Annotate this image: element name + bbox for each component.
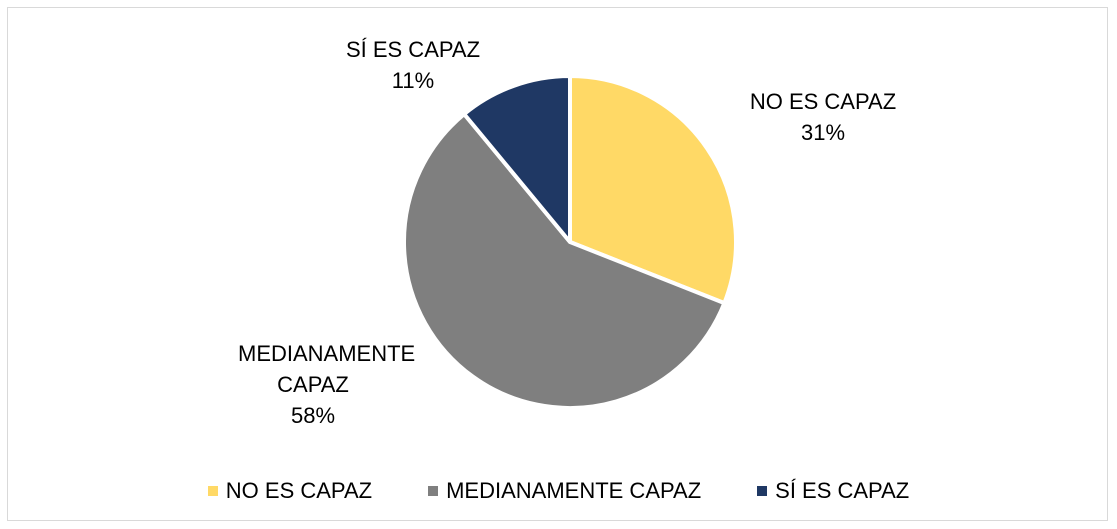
pie-slice [568, 74, 738, 306]
data-label-value: 31% [800, 120, 846, 145]
legend-item: SÍ ES CAPAZ [757, 478, 909, 504]
data-label: MEDIANAMENTE CAPAZ 58% [203, 338, 423, 431]
data-label-category: NO ES CAPAZ [749, 89, 897, 114]
data-label: SÍ ES CAPAZ 11% [313, 34, 513, 96]
legend-item: NO ES CAPAZ [207, 478, 373, 504]
legend-swatch [757, 486, 768, 496]
legend-swatch [428, 486, 439, 496]
data-label: NO ES CAPAZ 31% [723, 86, 923, 148]
legend: NO ES CAPAZ MEDIANAMENTE CAPAZ SÍ ES CAPAZ [0, 478, 1117, 504]
data-label-category: MEDIANAMENTE CAPAZ [238, 341, 416, 397]
data-label-category: SÍ ES CAPAZ [345, 37, 481, 62]
data-label-value: 11% [391, 68, 435, 93]
legend-label: MEDIANAMENTE CAPAZ [446, 478, 702, 503]
chart-border [7, 7, 1108, 521]
legend-label: NO ES CAPAZ [225, 478, 373, 503]
data-label-value: 58% [290, 403, 336, 428]
pie-slice [402, 112, 727, 410]
pie-slice [462, 74, 572, 244]
legend-item: MEDIANAMENTE CAPAZ [428, 478, 701, 504]
legend-label: SÍ ES CAPAZ [775, 478, 910, 503]
legend-swatch [207, 486, 218, 496]
